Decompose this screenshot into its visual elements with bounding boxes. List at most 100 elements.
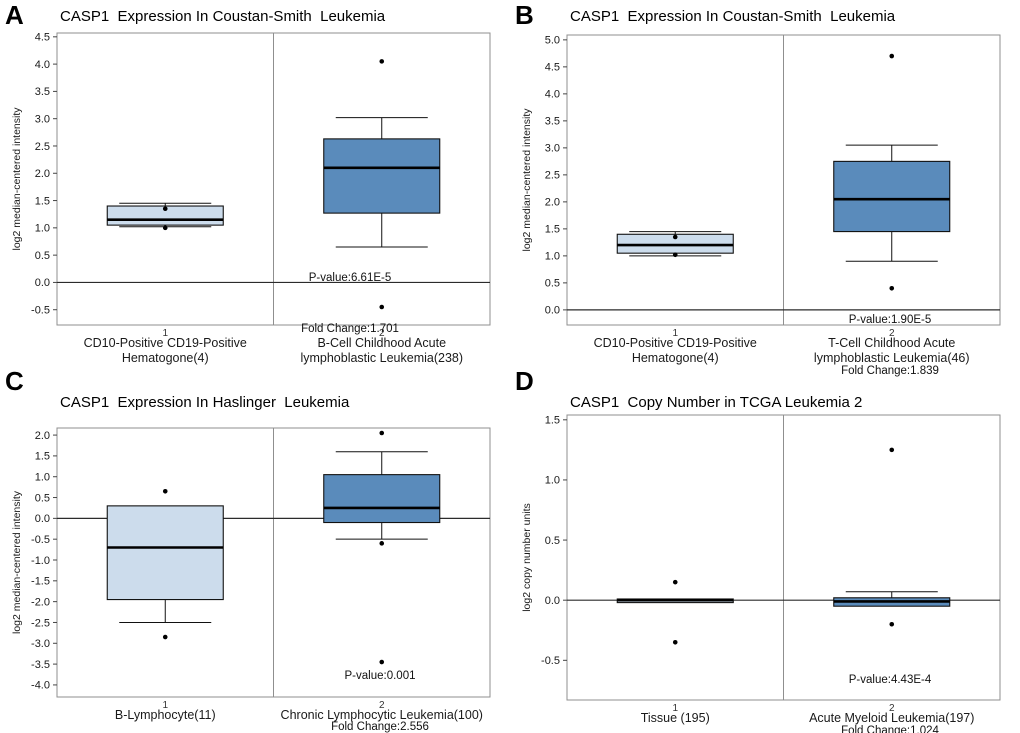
panel-title-C: CASP1 Expression In Haslinger Leukemia <box>60 394 350 411</box>
group-label: Hematogone(4) <box>122 351 209 365</box>
y-tick-label: -1.5 <box>31 576 50 588</box>
p-value-A: P-value:6.61E-5 <box>308 272 392 284</box>
group-label: T-Cell Childhood Acute <box>828 336 955 350</box>
data-point <box>672 234 678 240</box>
box <box>106 505 224 601</box>
p-value-D: P-value:4.43E-4 <box>848 674 932 686</box>
group-label: Tissue (195) <box>641 711 710 725</box>
y-tick-label: 0.5 <box>545 535 560 547</box>
y-tick-label: -1.0 <box>31 555 50 567</box>
data-point <box>162 206 168 212</box>
y-tick-label: 2.5 <box>545 170 560 182</box>
x-tick-label: 2 <box>889 328 895 339</box>
y-axis-label: log2 copy number units <box>521 503 533 612</box>
y-tick-label: 2.0 <box>545 197 560 209</box>
y-tick-label: 1.0 <box>35 223 50 235</box>
p-value-C: P-value:0.001 <box>344 670 416 682</box>
data-point <box>889 285 895 291</box>
y-tick-label: 0.5 <box>35 250 50 262</box>
stats-annotation-A: P-value:6.61E-5 Fold Change:1.701 <box>265 236 435 372</box>
data-point <box>889 53 895 59</box>
y-tick-label: 1.0 <box>545 251 560 263</box>
y-tick-label: 1.5 <box>545 224 560 236</box>
y-tick-label: 0.5 <box>35 492 50 504</box>
group-label: Acute Myeloid Leukemia(197) <box>809 711 974 725</box>
stats-annotation-C: P-value:0.001 Fold Change:2.556 <box>295 634 465 733</box>
fold-change-A: Fold Change:1.701 <box>301 323 399 335</box>
fold-change-C: Fold Change:2.556 <box>331 721 429 733</box>
data-point <box>162 634 168 640</box>
y-tick-label: -0.5 <box>541 655 560 667</box>
y-tick-label: 0.0 <box>545 305 560 317</box>
x-tick-label: 2 <box>379 328 385 339</box>
y-tick-label: 3.0 <box>545 143 560 155</box>
y-tick-label: 4.0 <box>35 59 50 71</box>
y-tick-label: -0.5 <box>31 534 50 546</box>
y-axis-label: log2 median-centered intensity <box>11 490 23 634</box>
y-tick-label: 1.5 <box>35 451 50 463</box>
data-point <box>889 621 895 627</box>
group-label: Chronic Lymphocytic Leukemia(100) <box>281 708 483 722</box>
data-point <box>672 252 678 258</box>
group-label: B-Lymphocyte(11) <box>115 708 216 722</box>
y-tick-label: 2.0 <box>35 168 50 180</box>
y-tick-label: 2.0 <box>35 430 50 442</box>
panel-label-B: B <box>515 0 534 30</box>
stats-annotation-D: P-value:4.43E-4 Fold Change:1.024 <box>805 638 975 733</box>
data-point <box>379 541 385 546</box>
panel-label-C: C <box>5 366 24 396</box>
y-tick-label: -0.5 <box>31 305 50 317</box>
fold-change-D: Fold Change:1.024 <box>841 725 939 733</box>
y-tick-label: -2.0 <box>31 596 50 608</box>
data-point <box>672 639 678 645</box>
y-tick-label: -3.5 <box>31 659 50 671</box>
y-tick-label: 0.0 <box>545 595 560 607</box>
y-tick-label: 3.5 <box>35 86 50 98</box>
boxplot-A: 4.5 4.0 3.5 3.0 2.5 2.0 1.5 1.0 0.5 0.0 -0.5 log2 m… <box>11 32 491 365</box>
y-tick-label: 0.5 <box>545 278 560 290</box>
y-tick-label: 4.5 <box>545 62 560 74</box>
x-tick-label: 1 <box>162 700 168 711</box>
box <box>833 160 951 233</box>
fold-change-B: Fold Change:1.839 <box>841 365 939 377</box>
panel-title-A: CASP1 Expression In Coustan-Smith Leukem… <box>60 8 386 25</box>
data-point <box>379 59 385 64</box>
group-label: CD10-Positive CD19-Positive <box>594 336 757 350</box>
y-tick-label: 2.5 <box>35 141 50 153</box>
x-tick-label: 2 <box>889 703 895 714</box>
data-point <box>672 579 678 585</box>
y-axis-label: log2 median-centered intensity <box>521 108 533 252</box>
panel-label-D: D <box>515 366 534 396</box>
y-tick-label: -2.5 <box>31 617 50 629</box>
data-point <box>379 430 385 436</box>
y-tick-label: 0.0 <box>35 277 50 289</box>
x-tick-label: 1 <box>162 328 168 339</box>
boxplot-D: 1.5 1.0 0.5 0.0 -0.5 log2 copy number units 1T… <box>521 414 1001 725</box>
data-point <box>162 225 168 231</box>
group-label: Hematogone(4) <box>632 351 719 365</box>
y-tick-label: 5.0 <box>545 35 560 47</box>
data-point <box>889 447 895 453</box>
y-tick-label: 1.5 <box>545 415 560 427</box>
panel-A: A CASP1 Expression In Coustan-Smith Leuk… <box>0 0 510 366</box>
group-label: lymphoblastic Leukemia(46) <box>814 351 970 365</box>
data-point <box>379 304 385 310</box>
y-axis-label: log2 median-centered intensity <box>11 107 23 251</box>
y-tick-label: 1.0 <box>545 475 560 487</box>
x-tick-label: 1 <box>672 703 678 714</box>
y-tick-label: -3.0 <box>31 638 50 650</box>
y-tick-label: 1.5 <box>35 195 50 207</box>
group-label: lymphoblastic Leukemia(238) <box>300 351 463 365</box>
panel-label-A: A <box>5 0 24 30</box>
boxplot-C: 2.0 1.5 1.0 0.5 0.0 -0.5 -1.0 -1.5 -2.0 -2.5 -3.0 -… <box>11 427 491 722</box>
box <box>323 474 441 524</box>
y-tick-label: 4.0 <box>545 89 560 101</box>
x-tick-label: 2 <box>379 700 385 711</box>
data-point <box>162 488 168 494</box>
y-tick-label: 0.0 <box>35 513 50 525</box>
group-label: B-Cell Childhood Acute <box>317 336 446 350</box>
y-tick-label: 4.5 <box>35 32 50 44</box>
panel-title-B: CASP1 Expression In Coustan-Smith Leukem… <box>570 8 896 25</box>
panel-B: B CASP1 Expression In Coustan-Smith Leuk… <box>510 0 1020 377</box>
y-tick-label: 3.0 <box>35 113 50 125</box>
